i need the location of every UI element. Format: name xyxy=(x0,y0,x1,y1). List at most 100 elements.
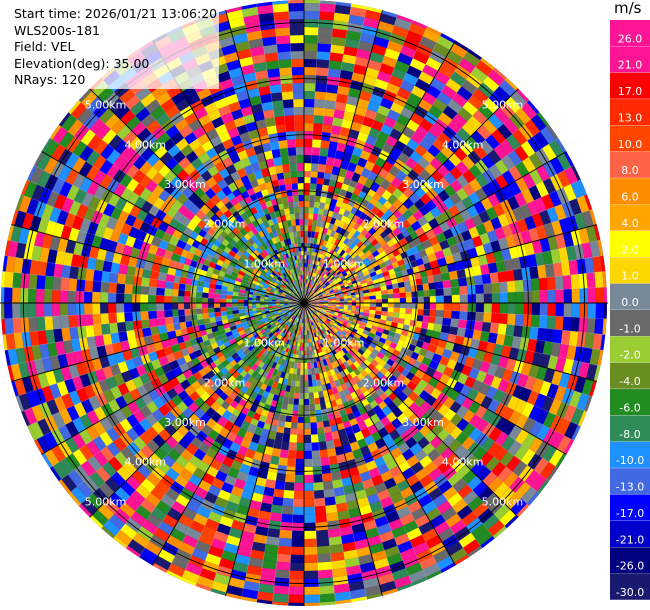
range-gate xyxy=(487,262,498,274)
range-gate xyxy=(239,333,247,339)
range-gate xyxy=(434,250,445,260)
range-gate xyxy=(346,239,354,247)
range-gate xyxy=(324,496,336,506)
range-gate xyxy=(594,318,604,335)
range-gate xyxy=(232,306,239,311)
range-gate xyxy=(329,332,334,338)
range-gate xyxy=(419,36,437,50)
range-gate xyxy=(214,303,221,308)
range-gate xyxy=(403,493,418,507)
range-gate xyxy=(320,262,324,268)
range-gate xyxy=(197,319,205,326)
range-gate xyxy=(86,336,97,349)
range-gate xyxy=(442,247,453,258)
range-gate xyxy=(295,374,301,381)
range-gate xyxy=(191,547,208,561)
range-gate xyxy=(310,416,317,423)
range-gate xyxy=(536,424,550,441)
range-gate xyxy=(158,356,169,367)
range-gate xyxy=(319,305,324,308)
range-gate xyxy=(363,519,377,531)
range-gate xyxy=(394,140,407,152)
range-gate xyxy=(537,264,547,279)
range-gate xyxy=(79,444,94,461)
range-gate xyxy=(412,430,425,443)
range-gate xyxy=(376,371,385,380)
range-gate xyxy=(519,203,532,219)
range-gate xyxy=(314,319,319,324)
range-gate xyxy=(546,207,559,223)
range-gate xyxy=(422,283,430,291)
range-gate xyxy=(260,567,276,578)
range-gate xyxy=(347,298,352,301)
range-gate xyxy=(430,77,446,92)
range-gate xyxy=(173,246,184,256)
range-gate xyxy=(119,418,133,433)
range-gate xyxy=(153,341,164,352)
range-gate xyxy=(453,213,465,225)
range-gate xyxy=(223,246,232,254)
range-gate xyxy=(269,290,275,294)
range-gate xyxy=(551,370,563,386)
range-gate xyxy=(5,256,16,273)
range-gate xyxy=(330,254,335,260)
range-gate xyxy=(453,381,465,393)
range-gate xyxy=(429,157,443,171)
range-gate xyxy=(73,402,87,418)
range-gate xyxy=(568,259,579,275)
range-gate xyxy=(364,109,378,120)
range-gate xyxy=(344,333,350,339)
range-gate xyxy=(273,311,278,315)
range-gate xyxy=(78,337,89,351)
range-gate xyxy=(383,363,392,371)
range-gate xyxy=(168,259,179,269)
range-gate xyxy=(576,258,587,275)
range-gate xyxy=(578,410,587,427)
range-gate xyxy=(173,275,181,284)
range-gate xyxy=(270,400,278,408)
range-gate xyxy=(489,322,499,334)
range-gate xyxy=(309,251,313,256)
range-gate xyxy=(199,402,211,413)
range-gate xyxy=(329,52,344,62)
range-gate xyxy=(528,227,540,242)
range-gate xyxy=(306,350,310,355)
range-gate xyxy=(411,85,426,99)
range-gate xyxy=(271,361,278,369)
range-gate xyxy=(29,166,44,185)
range-gate xyxy=(293,350,297,355)
range-gate xyxy=(358,90,372,102)
range-gate xyxy=(498,355,509,369)
range-gate xyxy=(531,290,540,303)
range-gate xyxy=(248,335,256,342)
range-gate xyxy=(403,280,411,287)
range-gate xyxy=(241,263,249,270)
range-gate xyxy=(321,272,326,278)
range-gate xyxy=(330,346,335,352)
range-gate xyxy=(528,405,542,421)
range-gate xyxy=(349,441,360,452)
range-gate xyxy=(317,322,321,327)
range-gate xyxy=(480,331,490,343)
range-gate xyxy=(313,123,323,132)
range-gate xyxy=(397,259,405,267)
range-gate xyxy=(364,250,372,258)
range-gate xyxy=(414,271,422,280)
range-gate xyxy=(399,303,406,309)
range-gate xyxy=(272,283,278,287)
range-gate xyxy=(315,297,320,300)
range-gate xyxy=(368,267,376,274)
range-gate xyxy=(318,11,335,21)
range-gate xyxy=(339,370,346,378)
range-gate xyxy=(55,250,66,265)
range-gate xyxy=(232,267,240,274)
range-gate xyxy=(258,415,267,423)
range-gate xyxy=(266,411,275,419)
range-gate xyxy=(120,481,136,497)
range-gate xyxy=(260,329,266,334)
range-gate xyxy=(341,270,347,275)
range-gate xyxy=(333,583,350,594)
range-gate xyxy=(367,59,382,71)
range-gate xyxy=(269,387,277,395)
range-gate xyxy=(461,155,475,170)
